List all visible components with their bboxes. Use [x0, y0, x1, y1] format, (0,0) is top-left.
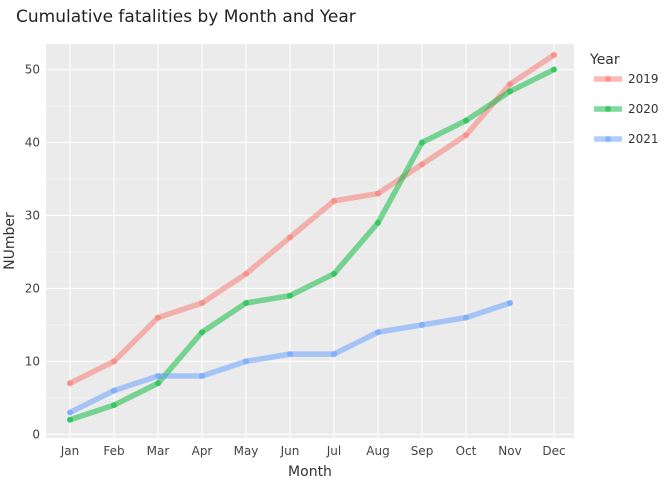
data-point-2020	[243, 300, 249, 307]
legend-title: Year	[589, 52, 620, 68]
x-tick-label: Apr	[192, 444, 213, 458]
data-point-2019	[551, 51, 557, 58]
data-point-2021	[243, 358, 249, 365]
x-tick-label: Oct	[456, 444, 477, 458]
x-tick-label: Dec	[542, 444, 565, 458]
x-ticks: Jan Feb Mar Apr May Jun Jul Aug Sep Oct Nov Dec	[60, 444, 566, 458]
data-point-2020	[551, 66, 557, 73]
data-point-2020	[507, 88, 513, 95]
y-tick-label: 20	[25, 281, 40, 295]
data-point-2021	[331, 351, 337, 358]
data-point-2021	[67, 409, 73, 416]
data-point-2021	[287, 351, 293, 358]
data-point-2021	[111, 387, 117, 394]
x-tick-label: Nov	[498, 444, 521, 458]
x-tick-label: Aug	[366, 444, 389, 458]
data-point-2020	[331, 270, 337, 277]
series-layer	[67, 51, 557, 423]
y-ticks: 0 10 20 30 40 50	[25, 63, 40, 442]
x-tick-label: Jul	[326, 444, 341, 458]
y-tick-label: 0	[32, 427, 40, 441]
x-tick-label: Sep	[411, 444, 434, 458]
legend-label: 2020	[628, 102, 659, 116]
data-point-2020	[419, 139, 425, 146]
data-point-2020	[287, 292, 293, 299]
data-point-2021	[199, 372, 205, 379]
data-point-2019	[287, 234, 293, 241]
data-point-2021	[375, 329, 381, 336]
data-point-2021	[155, 372, 161, 379]
data-point-2019	[243, 270, 249, 277]
data-point-2020	[67, 416, 73, 423]
data-point-2019	[111, 358, 117, 365]
data-point-2019	[67, 380, 73, 387]
data-point-2019	[331, 197, 337, 204]
x-tick-label: Jan	[60, 444, 80, 458]
legend: Year 2019 2020 2021	[589, 52, 659, 146]
y-axis-label: NUmber	[2, 212, 18, 270]
data-point-2020	[375, 219, 381, 226]
data-point-2019	[375, 190, 381, 197]
legend-swatch-marker	[605, 136, 611, 142]
x-axis-label: Month	[288, 464, 332, 480]
data-point-2020	[111, 402, 117, 409]
y-tick-label: 40	[25, 136, 40, 150]
y-tick-label: 30	[25, 208, 40, 222]
data-point-2019	[199, 300, 205, 307]
data-point-2019	[463, 132, 469, 139]
series-line-2019	[67, 52, 557, 387]
data-point-2021	[507, 300, 513, 307]
series-line-2020	[67, 66, 557, 423]
data-point-2019	[419, 161, 425, 168]
data-point-2021	[419, 321, 425, 328]
chart-title: Cumulative fatalities by Month and Year	[16, 7, 356, 27]
data-point-2020	[463, 117, 469, 124]
legend-swatch-marker	[605, 76, 611, 82]
data-point-2021	[463, 314, 469, 321]
data-point-2019	[155, 314, 161, 321]
y-tick-label: 50	[25, 63, 40, 77]
x-tick-label: Feb	[103, 444, 124, 458]
x-tick-label: Jun	[280, 444, 300, 458]
legend-label: 2021	[628, 132, 659, 146]
data-point-2020	[199, 329, 205, 336]
grid	[46, 44, 574, 438]
x-tick-label: May	[234, 444, 259, 458]
data-point-2020	[155, 380, 161, 387]
x-tick-label: Mar	[147, 444, 170, 458]
legend-swatch-marker	[605, 106, 611, 112]
y-tick-label: 10	[25, 354, 40, 368]
data-point-2019	[507, 81, 513, 88]
legend-label: 2019	[628, 72, 659, 86]
